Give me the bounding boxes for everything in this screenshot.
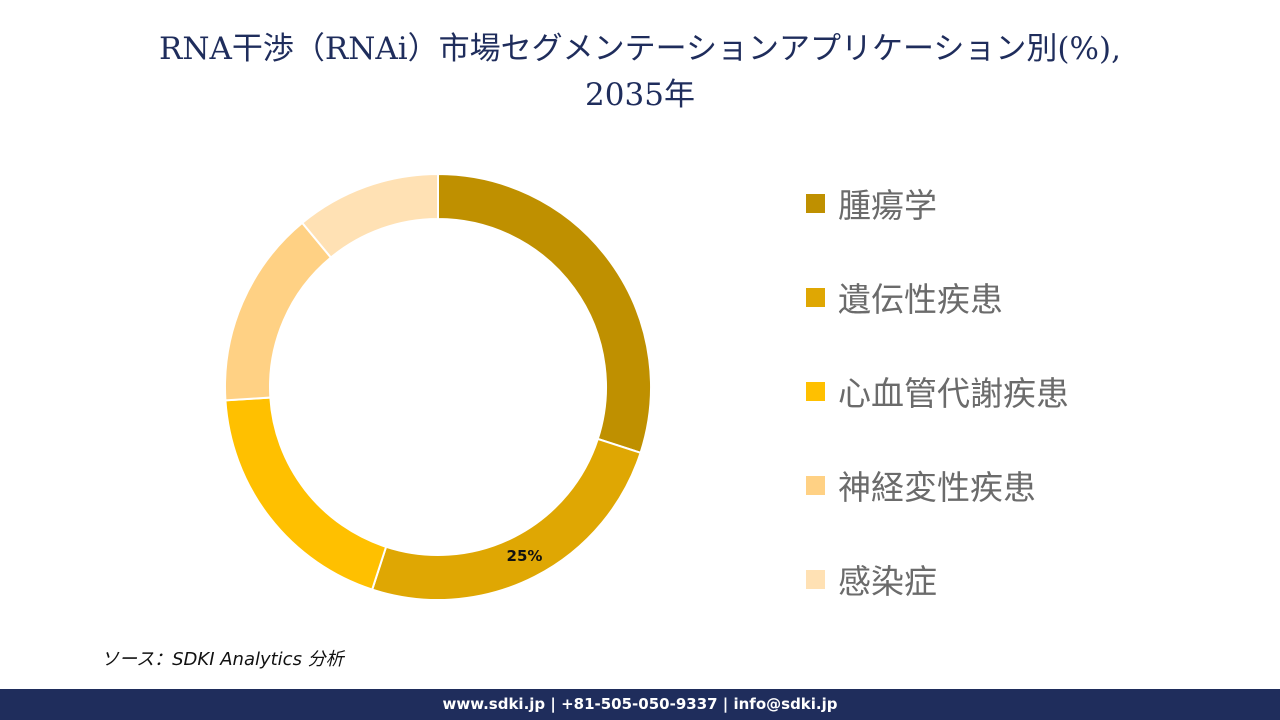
donut-chart: 25% bbox=[224, 172, 652, 601]
donut-slice bbox=[224, 221, 333, 402]
legend-label: 神経変性疾患 bbox=[838, 468, 1036, 507]
legend-item: 遺伝性疾患 bbox=[806, 273, 1069, 321]
legend-item: 感染症 bbox=[806, 555, 1069, 603]
legend-swatch bbox=[806, 569, 825, 589]
legend-label: 心血管代謝疾患 bbox=[838, 374, 1069, 413]
donut-slice bbox=[300, 172, 439, 259]
legend-swatch bbox=[806, 193, 825, 213]
legend-swatch bbox=[806, 287, 825, 307]
chart-title-line-2: 2035年 bbox=[585, 77, 695, 113]
legend-item: 心血管代謝疾患 bbox=[806, 367, 1069, 415]
legend-swatch bbox=[806, 381, 825, 401]
legend-label: 腫瘍学 bbox=[838, 186, 937, 225]
legend-label: 遺伝性疾患 bbox=[838, 280, 1003, 319]
slice-data-label: 25% bbox=[507, 547, 543, 565]
chart-title-line-1: RNA干渉（RNAi）市場セグメンテーションアプリケーション別(%), bbox=[159, 31, 1121, 67]
donut-slice bbox=[370, 437, 642, 601]
donut-slice bbox=[437, 172, 652, 455]
chart-title: RNA干渉（RNAi）市場セグメンテーションアプリケーション別(%), 2035… bbox=[40, 26, 1240, 118]
legend-item: 腫瘍学 bbox=[806, 179, 1069, 227]
chart-legend: 腫瘍学 遺伝性疾患 心血管代謝疾患 神経変性疾患 感染症 bbox=[806, 179, 1069, 649]
legend-label: 感染症 bbox=[838, 562, 937, 601]
donut-slice bbox=[224, 396, 388, 591]
footer-contact-bar: www.sdki.jp | +81-505-050-9337 | info@sd… bbox=[0, 689, 1280, 720]
legend-item: 神経変性疾患 bbox=[806, 461, 1069, 509]
source-note: ソース：SDKI Analytics 分析 bbox=[101, 649, 344, 670]
legend-swatch bbox=[806, 475, 825, 495]
